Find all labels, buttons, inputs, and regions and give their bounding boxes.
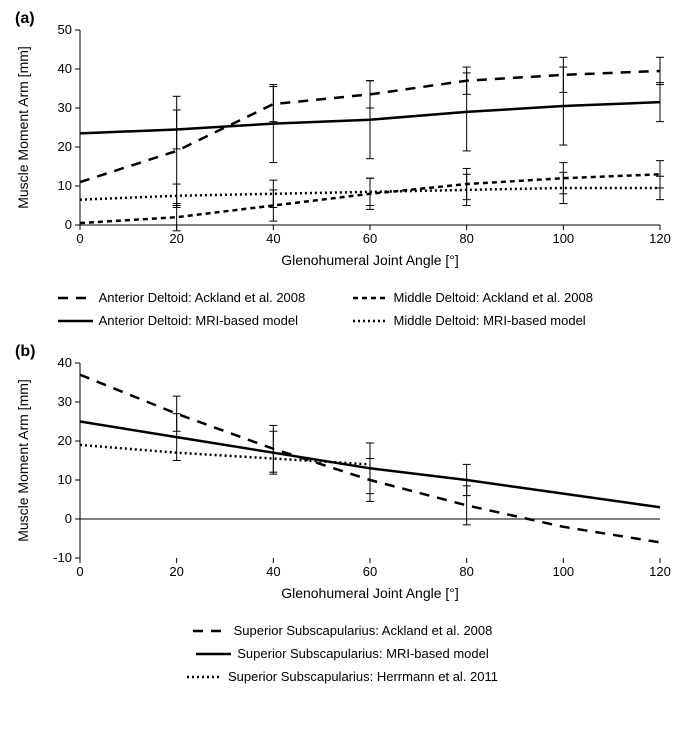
chart-b-svg: -10 0 10 20 30 40 0 20 40 60 80 100 120 Glenohumeral … <box>10 343 675 608</box>
svg-text:0: 0 <box>76 564 83 579</box>
chart-a-svg: 0 10 20 30 40 50 0 20 40 60 80 100 120 Glenohumeral J… <box>10 10 675 275</box>
legend-b: Superior Subscapularius: Ackland et al. … <box>10 618 675 699</box>
legend-label: Superior Subscapularius: Ackland et al. … <box>234 623 493 638</box>
legend-item: Superior Subscapularius: Ackland et al. … <box>193 623 493 638</box>
svg-text:120: 120 <box>649 231 671 246</box>
chart-b-container: (b) -10 0 10 20 30 40 0 20 40 60 80 100 120 Glenohume… <box>10 343 675 608</box>
legend-item: Superior Subscapularius: Herrmann et al.… <box>187 669 498 684</box>
svg-text:Glenohumeral Joint Angle [°]: Glenohumeral Joint Angle [°] <box>281 252 459 268</box>
svg-text:100: 100 <box>552 231 574 246</box>
svg-text:20: 20 <box>169 564 183 579</box>
legend-item: Middle Deltoid: Ackland et al. 2008 <box>353 290 628 305</box>
svg-text:20: 20 <box>169 231 183 246</box>
legend-item: Anterior Deltoid: Ackland et al. 2008 <box>58 290 333 305</box>
svg-text:30: 30 <box>58 100 72 115</box>
svg-text:20: 20 <box>58 433 72 448</box>
legend-item: Anterior Deltoid: MRI-based model <box>58 313 333 328</box>
svg-text:-10: -10 <box>53 550 72 565</box>
svg-text:0: 0 <box>76 231 83 246</box>
svg-text:0: 0 <box>65 217 72 232</box>
svg-text:Muscle Moment Arm [mm]: Muscle Moment Arm [mm] <box>15 379 31 542</box>
svg-text:40: 40 <box>266 564 280 579</box>
svg-text:120: 120 <box>649 564 671 579</box>
chart-a-container: (a) 0 10 20 30 40 50 0 20 40 60 80 100 120 Glenohumer… <box>10 10 675 275</box>
legend-a: Anterior Deltoid: Ackland et al. 2008 Mid… <box>10 285 675 343</box>
panel-label-b: (b) <box>15 343 35 361</box>
panel-label-a: (a) <box>15 10 35 28</box>
svg-text:10: 10 <box>58 472 72 487</box>
svg-text:60: 60 <box>363 564 377 579</box>
svg-text:40: 40 <box>58 355 72 370</box>
svg-text:80: 80 <box>459 564 473 579</box>
legend-label: Superior Subscapularius: Herrmann et al.… <box>228 669 498 684</box>
legend-label: Anterior Deltoid: Ackland et al. 2008 <box>99 290 306 305</box>
legend-item: Superior Subscapularius: MRI-based model <box>196 646 488 661</box>
svg-text:0: 0 <box>65 511 72 526</box>
legend-label: Anterior Deltoid: MRI-based model <box>99 313 298 328</box>
legend-label: Middle Deltoid: Ackland et al. 2008 <box>394 290 593 305</box>
legend-label: Middle Deltoid: MRI-based model <box>394 313 586 328</box>
svg-text:40: 40 <box>266 231 280 246</box>
svg-text:20: 20 <box>58 139 72 154</box>
svg-text:50: 50 <box>58 22 72 37</box>
svg-text:40: 40 <box>58 61 72 76</box>
legend-label: Superior Subscapularius: MRI-based model <box>237 646 488 661</box>
legend-item: Middle Deltoid: MRI-based model <box>353 313 628 328</box>
svg-text:100: 100 <box>552 564 574 579</box>
svg-text:80: 80 <box>459 231 473 246</box>
svg-text:60: 60 <box>363 231 377 246</box>
svg-text:10: 10 <box>58 178 72 193</box>
svg-text:30: 30 <box>58 394 72 409</box>
svg-text:Glenohumeral Joint Angle [°]: Glenohumeral Joint Angle [°] <box>281 585 459 601</box>
svg-text:Muscle Moment Arm [mm]: Muscle Moment Arm [mm] <box>15 46 31 209</box>
